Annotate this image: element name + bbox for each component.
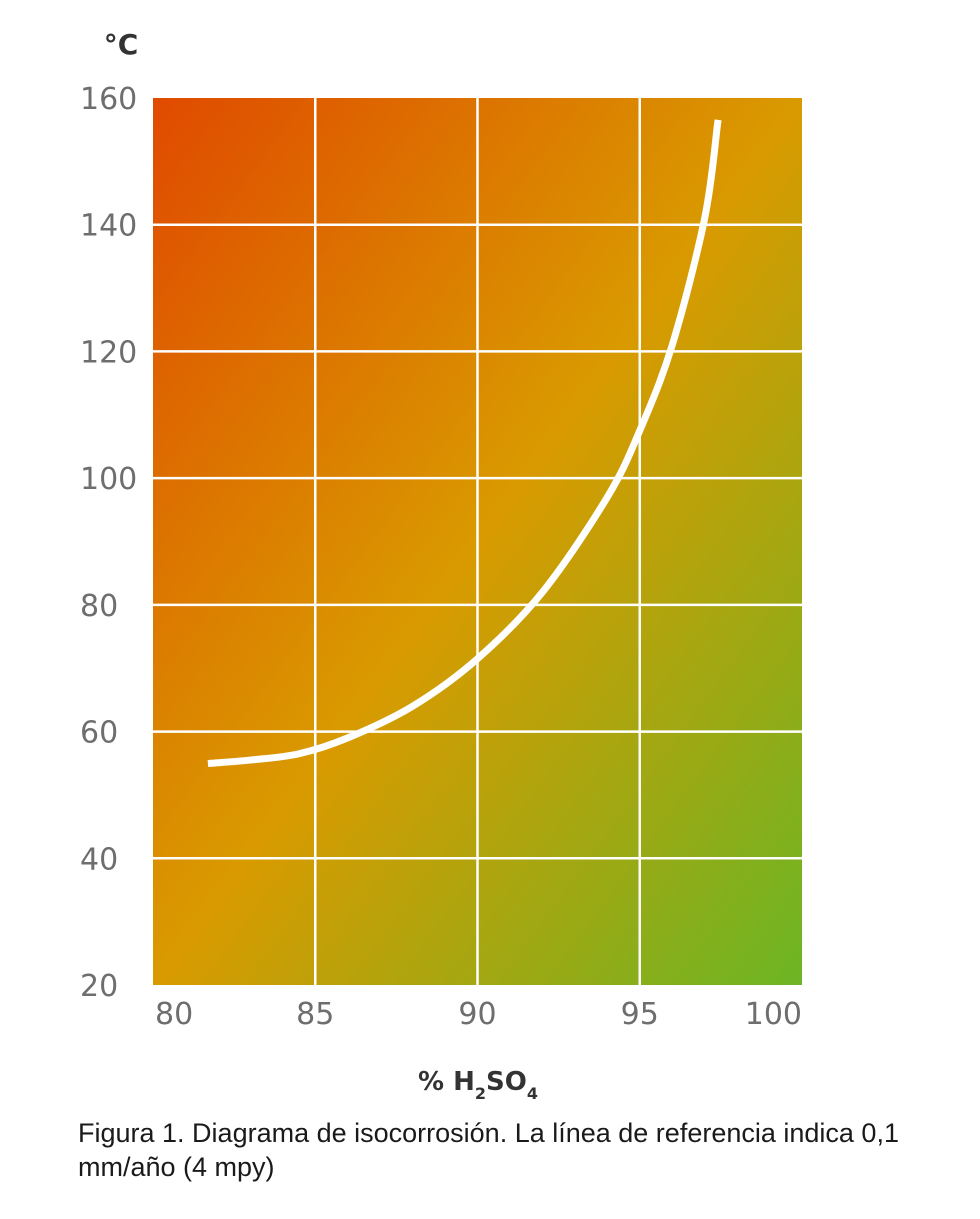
x-axis-label-subscript-1: 2 [475,1084,486,1103]
x-axis-ticks: 80 85 90 95 100 [155,997,802,1032]
y-tick-label-140: 140 [80,209,137,244]
x-axis-label-prefix: % H [418,1067,475,1097]
series-layer [207,119,722,768]
figure-caption: Figura 1. Diagrama de isocorrosión. La l… [78,1118,899,1182]
x-tick-label-100: 100 [745,997,802,1032]
x-tick-label-95: 95 [621,997,659,1032]
y-tick-label-60: 60 [80,716,118,751]
y-tick-label-160: 160 [80,82,137,117]
y-tick-label-120: 120 [80,335,137,370]
y-axis-unit-label: °C [104,28,139,61]
x-tick-label-85: 85 [296,997,334,1032]
x-axis-label-subscript-2: 4 [527,1084,538,1103]
y-tick-label-100: 100 [80,462,137,497]
grid-lines [153,98,802,985]
x-tick-label-80: 80 [155,997,193,1032]
x-axis-label: % H2SO4 [418,1067,538,1103]
y-tick-label-20: 20 [80,969,118,1004]
y-tick-label-40: 40 [80,842,118,877]
y-tick-label-80: 80 [80,589,118,624]
x-axis-label-mid: SO [486,1067,527,1097]
y-axis-ticks: 20 40 60 80 100 120 140 160 [80,82,137,1004]
x-tick-label-90: 90 [458,997,496,1032]
isocorrosion-line [207,119,722,768]
